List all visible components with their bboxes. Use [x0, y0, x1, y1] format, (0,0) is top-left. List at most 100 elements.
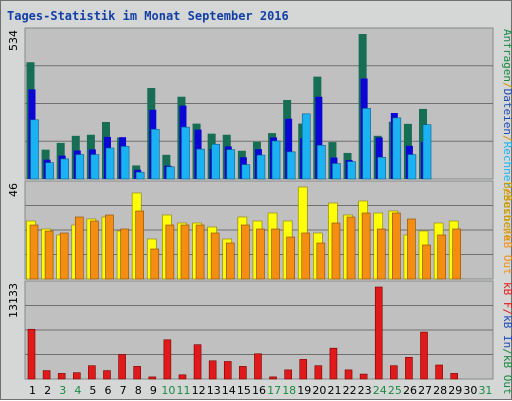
- x-tick-label: 26: [403, 384, 417, 397]
- rechner-bar: [317, 145, 326, 180]
- x-tick-label: 2: [44, 384, 51, 397]
- rechner-bar: [181, 126, 190, 180]
- kb-out-bar: [452, 228, 462, 280]
- rechner-bar: [347, 161, 356, 180]
- kb-out-bar: [422, 244, 431, 280]
- middle-side-legend-part: Besuche: [501, 182, 512, 228]
- kb-f-bar: [163, 339, 172, 380]
- x-tick-label: 15: [237, 384, 251, 397]
- top-side-legend-part: /: [501, 135, 512, 142]
- kb-out-bar: [225, 242, 235, 280]
- x-tick-label: 7: [120, 384, 127, 397]
- bottom-side-legend: kB F/kB In/kB Out: [501, 282, 512, 395]
- kb-f-bar: [148, 376, 157, 380]
- bottom-side-legend-part: /: [501, 309, 512, 316]
- rechner-bar: [256, 154, 266, 180]
- rechner-bar: [301, 113, 311, 180]
- kb-out-bar: [135, 210, 144, 280]
- top-y-max-label: 534: [7, 30, 20, 51]
- kb-f-bar: [88, 365, 96, 380]
- rechner-bar: [135, 171, 145, 180]
- kb-out-bar: [195, 224, 205, 280]
- bottom-side-legend-part: kB F: [501, 282, 512, 309]
- rechner-bar: [211, 143, 220, 180]
- kb-f-bar: [178, 374, 187, 380]
- top-side-legend-part: /: [501, 188, 512, 195]
- chart-title: Tages-Statistik im Monat September 2016: [7, 9, 289, 23]
- x-tick-label: 8: [135, 384, 142, 397]
- kb-out-bar: [316, 242, 326, 280]
- x-tick-label: 16: [252, 384, 266, 397]
- rechner-bar: [30, 119, 39, 180]
- kb-f-bar: [344, 369, 353, 380]
- kb-f-bar: [193, 344, 202, 380]
- rechner-bar: [120, 146, 130, 180]
- x-tick-label: 5: [89, 384, 96, 397]
- kb-out-bar: [105, 214, 114, 280]
- dateien-bar: [285, 118, 293, 179]
- x-tick-label: 9: [150, 384, 157, 397]
- rechner-bar: [286, 151, 296, 180]
- bottom-side-legend-part: /: [501, 348, 512, 355]
- kb-out-bar: [346, 216, 356, 280]
- dateien-bar: [315, 96, 323, 179]
- rechner-bar: [90, 154, 100, 180]
- kb-f-bar: [374, 286, 383, 380]
- middle-y-max-label: 46: [7, 183, 20, 197]
- kb-out-bar: [180, 224, 190, 280]
- rechner-bar: [407, 154, 417, 180]
- rechner-bar: [60, 158, 69, 180]
- rechner-bar: [362, 108, 371, 180]
- kb-f-bar: [27, 328, 36, 380]
- bottom-side-legend-part: kB Out: [501, 355, 512, 395]
- x-tick-label: 13: [207, 384, 221, 397]
- kb-f-bar: [314, 365, 323, 380]
- top-side-legend-part: Besuche: [501, 195, 512, 241]
- top-side-legend-part: Dateien: [501, 89, 512, 135]
- x-tick-label: 24: [373, 384, 387, 397]
- kb-out-bar: [165, 224, 175, 280]
- rechner-bar: [196, 148, 205, 180]
- top-side-legend-part: Rechner: [501, 142, 512, 189]
- middle-side-legend: Besuche/kB Out: [501, 182, 512, 275]
- top-side-legend-part: /: [501, 82, 512, 89]
- x-tick-label: 12: [192, 384, 206, 397]
- kb-out-bar: [256, 228, 265, 280]
- x-tick-label: 23: [358, 384, 372, 397]
- rechner-bar: [422, 124, 432, 180]
- kb-f-bar: [72, 372, 81, 380]
- rechner-bar: [166, 166, 175, 180]
- rechner-bar: [241, 164, 251, 180]
- x-tick-label: 27: [418, 384, 432, 397]
- kb-f-bar: [299, 359, 308, 380]
- x-tick-label: 21: [327, 384, 341, 397]
- x-tick-label: 14: [222, 384, 236, 397]
- kb-out-bar: [286, 236, 295, 280]
- x-tick-label: 17: [267, 384, 281, 397]
- x-tick-label: 10: [161, 384, 175, 397]
- kb-f-bar: [103, 370, 111, 380]
- x-tick-label: 11: [177, 384, 191, 397]
- x-tick-label: 20: [312, 384, 326, 397]
- bottom-side-legend-part: kB In: [501, 315, 512, 348]
- middle-side-legend-part: kB Out: [501, 235, 512, 275]
- kb-f-bar: [390, 365, 398, 380]
- rechner-bar: [271, 140, 281, 180]
- kb-f-bar: [435, 364, 443, 380]
- rechner-bar: [377, 156, 387, 180]
- kb-f-bar: [223, 361, 232, 380]
- kb-out-bar: [376, 228, 386, 280]
- x-tick-label: 19: [297, 384, 311, 397]
- rechner-bar: [45, 162, 54, 180]
- kb-out-bar: [331, 222, 341, 280]
- middle-side-legend-part: /: [501, 228, 512, 235]
- top-side-legend: Anfragen/Dateien/Rechner/Besuche: [501, 29, 512, 241]
- kb-out-bar: [74, 216, 84, 280]
- kb-out-bar: [241, 224, 250, 280]
- kb-out-bar: [437, 234, 446, 280]
- kb-out-bar: [120, 228, 129, 280]
- kb-f-bar: [57, 373, 66, 380]
- kb-f-bar: [208, 360, 217, 380]
- rechner-bar: [226, 149, 236, 180]
